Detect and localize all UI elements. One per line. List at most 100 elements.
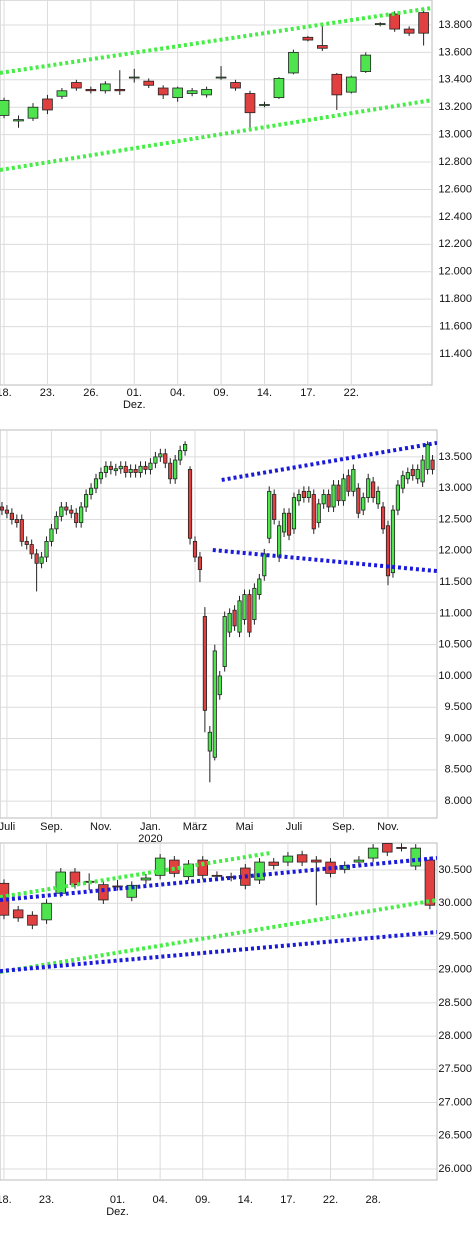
candle-body [366,478,371,498]
candle-body [126,884,137,898]
candle-body [281,512,287,533]
y-tick-label: 29.500 [438,930,472,942]
trend-line [0,930,437,974]
candle-body [29,544,34,555]
candle-body [143,80,155,86]
candle-body [85,88,97,92]
candle-body [237,600,242,633]
y-tick-label: 12.800 [438,156,472,168]
y-tick-label: 12.000 [438,266,472,278]
candle-body [395,484,400,511]
x-tick-label: 18. [0,387,12,399]
x-tick-label: Sep. [332,821,355,833]
candle-body [259,104,270,106]
candle-body [268,861,279,866]
candle-body [140,877,152,881]
candle-body [154,857,166,876]
trend-line [0,856,437,903]
candle-body [346,475,351,492]
candles [0,441,435,783]
y-tick-label: 13.000 [438,482,472,494]
candle-body [331,484,336,508]
candle-body [222,616,227,667]
x-tick-label: 23. [39,1194,54,1206]
candle-body [351,469,356,492]
x-tick-label: Nov. [90,821,112,833]
candle-body [326,494,331,508]
candle-body [183,863,194,878]
candle-body [306,490,311,498]
y-tick-label: 11.400 [439,348,472,360]
x-tick-label: 01. [127,387,142,399]
candle-body [108,465,113,470]
y-tick-label: 28.000 [438,1030,472,1042]
candle-body [168,462,173,480]
x-tick-label: 09. [195,1194,210,1206]
candle-body [247,594,252,633]
candle-body [42,98,53,111]
candle-body [382,843,393,853]
candle-body [59,506,64,517]
trend-line [0,898,437,975]
candle-body [79,506,84,524]
x-tick-label: Juli [286,821,303,833]
candle-body [296,494,302,502]
candle-body [420,459,425,483]
candle-body [27,106,39,119]
trend-line [221,440,437,482]
candle-body [56,90,68,97]
x-tick-label: 17. [300,387,315,399]
plot-area [0,842,438,1181]
x-tick-label: Sep. [40,821,63,833]
y-tick-label: 13.200 [438,101,472,113]
candle-body [114,88,126,92]
candle-body [24,540,29,545]
y-tick-label: 26.500 [438,1130,472,1142]
candle-body [49,528,54,542]
candle-body [288,51,299,74]
candle-body [12,909,24,919]
candle-body [133,469,138,473]
candle-body [254,861,265,881]
candle-body [277,525,282,558]
candle-body [291,497,297,530]
candle-body [88,487,94,495]
candle-body [353,859,365,863]
candle-body [230,82,241,89]
x-tick-label: 04. [152,1194,167,1206]
candle-body [84,494,89,508]
y-tick-label: 13.600 [438,46,472,58]
candle-body [367,847,379,859]
candle-body [197,859,208,876]
x-tick-label: 23. [40,387,55,399]
candle-body [19,519,24,542]
x-tick-label: Jan. [140,821,161,833]
candle-body [186,90,198,94]
candle-body [227,612,232,633]
candle-body [257,578,262,595]
candle-body [138,465,143,473]
y-tick-label: 30.500 [438,864,472,876]
y-tick-label: 10.000 [438,670,472,682]
panel: 26.000 26.500 27.000 27.500 28.000 28.500 29.0… [0,842,472,1218]
candle-body [14,519,19,524]
y-tick-label: 27.000 [438,1096,472,1108]
candle-body [273,78,285,99]
candle-body [112,885,123,888]
x-tick-label: 17. [280,1194,295,1206]
y-tick-label: 9.000 [444,732,472,744]
candle-body [0,506,5,511]
candle-body [356,487,361,514]
candle-body [98,884,109,901]
y-tick-label: 26.000 [438,1163,472,1175]
candle-body [172,87,183,99]
candle-body [410,469,415,477]
candle-body [339,864,350,870]
candle-body [286,512,292,536]
trend-line [0,5,432,75]
candle-body [396,847,407,849]
candle-body [64,506,69,511]
candle-body [0,99,10,116]
candle-body [44,540,49,558]
candle-body [197,556,203,570]
